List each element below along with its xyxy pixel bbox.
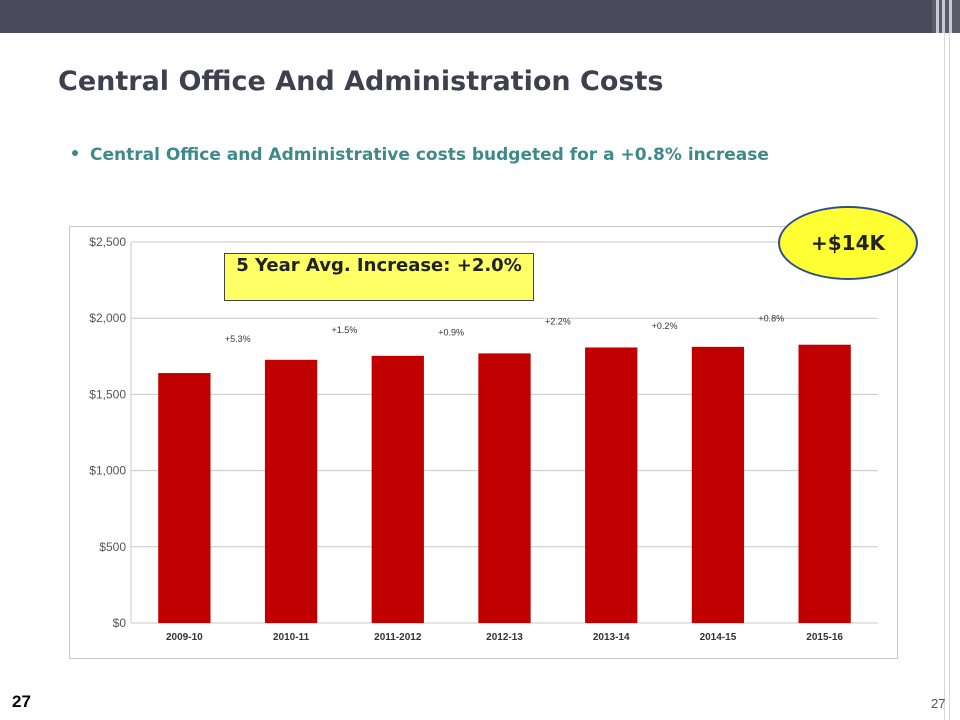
increase-amount-label: +$14K — [810, 231, 885, 255]
growth-annotation: +1.5% — [332, 325, 358, 335]
bar — [264, 359, 318, 623]
top-bar-stripe — [936, 0, 939, 33]
growth-annotation: +0.8% — [758, 314, 784, 324]
page-number: 27 — [12, 692, 31, 711]
y-tick-label: $1,500 — [89, 387, 126, 401]
page-title: Central Office And Administration Costs — [58, 66, 664, 97]
y-tick-label: $0 — [113, 616, 127, 630]
bullet-point: Central Office and Administrative costs … — [72, 145, 769, 165]
bullet-text: Central Office and Administrative costs … — [90, 145, 769, 165]
bar — [691, 346, 745, 623]
slide-number: 27 — [931, 696, 946, 711]
bar — [158, 373, 211, 623]
x-tick-label: 2009-10 — [166, 632, 203, 643]
average-increase-callout: 5 Year Avg. Increase: +2.0% — [224, 253, 534, 301]
y-tick-label: $1,000 — [89, 464, 126, 478]
growth-annotation: +0.2% — [652, 321, 678, 331]
growth-annotation: +5.3% — [225, 334, 251, 344]
x-tick-label: 2014-15 — [700, 632, 737, 643]
bar — [585, 347, 638, 623]
increase-amount-callout: +$14K — [778, 206, 918, 280]
bar — [371, 355, 424, 623]
x-tick-label: 2015-16 — [806, 632, 843, 643]
y-tick-label: $500 — [99, 540, 126, 554]
x-tick-label: 2013-14 — [593, 632, 630, 643]
bullet-dot-icon — [72, 150, 78, 156]
growth-annotation: +2.2% — [545, 316, 571, 326]
top-bar — [0, 0, 960, 33]
x-tick-label: 2010-11 — [273, 632, 310, 643]
top-bar-stripe — [949, 0, 952, 33]
x-tick-label: 2012-13 — [486, 632, 523, 643]
bar — [798, 344, 851, 623]
growth-annotation: +0.9% — [438, 327, 464, 337]
bar — [478, 353, 531, 623]
bar-chart: $0 $500 $1,000 $1,500 $2,000 $2,500 2009-10 201… — [89, 235, 878, 643]
x-tick-label: 2011-2012 — [374, 632, 422, 643]
side-rule — [944, 33, 945, 720]
y-tick-label: $2,500 — [89, 235, 126, 249]
top-bar-stripe — [942, 0, 945, 33]
side-rule — [949, 33, 950, 720]
y-tick-label: $2,000 — [89, 311, 126, 325]
